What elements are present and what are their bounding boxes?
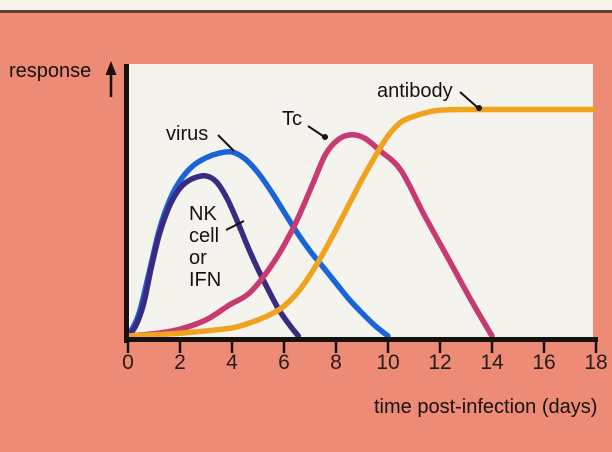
x-tick-label-4: 4 xyxy=(226,351,238,374)
antibody-series-label: antibody xyxy=(377,80,453,102)
x-tick-label-10: 10 xyxy=(376,351,400,374)
nk-ifn-label-line-2: cell xyxy=(189,225,220,247)
y-axis-line xyxy=(124,64,129,343)
nk-pointer-line xyxy=(225,220,245,231)
nk-ifn-series-label: NK cell or IFN xyxy=(189,203,221,291)
antibody-pointer-dot xyxy=(476,105,482,111)
page-top-strip xyxy=(0,0,612,10)
x-tick-label-0: 0 xyxy=(122,351,134,374)
x-tick-label-2: 2 xyxy=(174,351,186,374)
response-arrow-head xyxy=(105,61,117,75)
x-tick-mark-18 xyxy=(594,342,598,353)
curve-nk-ifn xyxy=(125,173,302,339)
x-axis-label: time post-infection (days) xyxy=(374,396,598,418)
virus-series-label: virus xyxy=(166,123,209,145)
x-tick-mark-0 xyxy=(126,342,130,353)
x-tick-mark-2 xyxy=(178,342,182,353)
curve-group xyxy=(125,106,597,339)
plot-area xyxy=(129,64,593,337)
x-tick-label-6: 6 xyxy=(278,351,290,374)
antibody-pointer-line xyxy=(459,91,478,108)
x-axis-ticks xyxy=(126,342,598,353)
x-tick-mark-10 xyxy=(386,342,390,353)
x-tick-label-16: 16 xyxy=(532,351,556,374)
tc-series-label: Tc xyxy=(282,108,302,130)
x-tick-mark-14 xyxy=(490,342,494,353)
response-arrow xyxy=(105,61,117,97)
x-tick-mark-12 xyxy=(438,342,442,353)
x-tick-label-12: 12 xyxy=(428,351,452,374)
x-tick-label-18: 18 xyxy=(584,351,608,374)
page-top-rule xyxy=(0,10,612,13)
x-tick-mark-6 xyxy=(282,342,286,353)
x-tick-mark-8 xyxy=(334,342,338,353)
x-tick-mark-4 xyxy=(230,342,234,353)
y-axis-label: response xyxy=(9,60,92,82)
virus-pointer-line xyxy=(217,134,235,152)
nk-ifn-label-line-1: NK xyxy=(189,203,217,225)
nk-ifn-label-line-3: or xyxy=(189,247,207,269)
pointer-lines xyxy=(217,91,482,231)
x-tick-mark-16 xyxy=(542,342,546,353)
curve-tc xyxy=(125,131,495,339)
tc-pointer-line xyxy=(307,125,324,137)
x-tick-label-14: 14 xyxy=(480,351,504,374)
x-tick-label-8: 8 xyxy=(330,351,342,374)
tc-pointer-dot xyxy=(322,134,328,140)
curve-antibody xyxy=(125,106,597,339)
x-axis-line xyxy=(124,337,598,342)
nk-ifn-label-line-4: IFN xyxy=(189,269,222,291)
